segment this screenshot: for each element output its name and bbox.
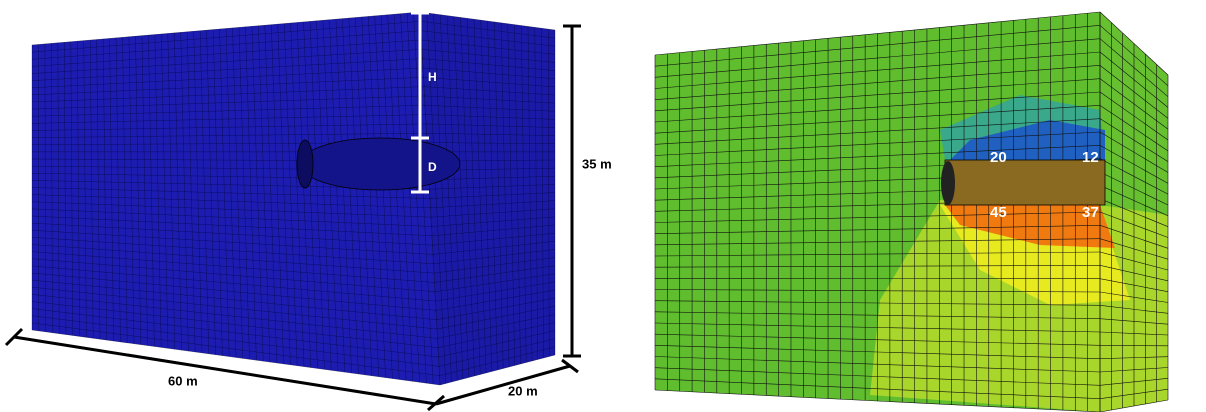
contour-label: 45 [990,204,1007,221]
length-label: 60 m [168,373,198,388]
contour-label: 12 [1082,149,1099,166]
h-label: H [428,70,437,84]
contour-label: 37 [1082,204,1099,221]
right-model: 20 12 45 37 [655,12,1168,412]
tunnel-face [297,140,313,188]
figure: H D 35 m 60 m 20 m 20 12 45 37 [0,0,1206,412]
tunnel-face [941,161,955,205]
width-label: 20 m [508,383,538,398]
d-label: D [428,160,437,174]
side-face [420,12,555,385]
left-model: H D 35 m 60 m 20 m [6,12,612,410]
dimension-tick [562,360,578,372]
tunnel [945,160,1105,205]
height-label: 35 m [582,156,612,171]
contour-label: 20 [990,149,1007,166]
